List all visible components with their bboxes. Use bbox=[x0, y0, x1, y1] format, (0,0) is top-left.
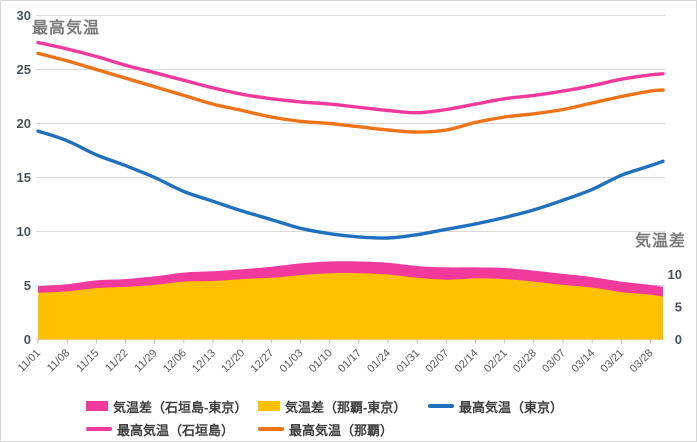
right-axis-title: 気温差 bbox=[634, 233, 686, 250]
legend-label: 気温差（石垣島-東京） bbox=[113, 399, 248, 415]
line-最高気温（那覇） bbox=[36, 51, 665, 134]
x-tick-label: 11/01 bbox=[16, 347, 43, 374]
line-最高気温（東京） bbox=[36, 129, 665, 240]
line-series bbox=[36, 40, 665, 240]
left-tick-label: 5 bbox=[24, 278, 31, 293]
left-tick-label: 20 bbox=[17, 116, 31, 131]
left-tick-label: 25 bbox=[17, 62, 31, 77]
legend-label: 最高気温（石垣島） bbox=[117, 422, 235, 438]
left-axis-title: 最高気温 bbox=[32, 20, 101, 37]
x-axis-ticks bbox=[37, 339, 652, 344]
x-tick-label: 12/20 bbox=[219, 347, 247, 375]
x-tick-label: 01/24 bbox=[365, 347, 393, 375]
legend-item: 最高気温（那覇） bbox=[258, 420, 393, 438]
legend-swatch-line bbox=[258, 427, 284, 431]
x-tick-label: 01/31 bbox=[394, 347, 422, 375]
x-tick-label: 03/14 bbox=[569, 347, 597, 375]
line-最高気温（石垣島） bbox=[36, 40, 665, 115]
area-series bbox=[38, 261, 663, 340]
x-tick-label: 12/27 bbox=[249, 347, 277, 375]
right-tick-label: 10 bbox=[668, 267, 682, 282]
x-tick-label: 01/03 bbox=[278, 347, 306, 375]
left-axis-tick-labels: 0 5 10 15 20 25 30 bbox=[17, 8, 31, 347]
right-axis-tick-labels: 0 5 10 bbox=[668, 267, 682, 347]
x-tick-label: 02/14 bbox=[453, 347, 481, 375]
x-tick-label: 02/07 bbox=[424, 347, 452, 375]
left-tick-label: 15 bbox=[17, 170, 31, 185]
x-tick-label: 12/06 bbox=[161, 347, 189, 375]
x-tick-label: 01/10 bbox=[307, 347, 335, 375]
legend-item: 最高気温（石垣島） bbox=[86, 420, 234, 438]
legend-swatch-area bbox=[258, 401, 280, 411]
left-tick-label: 30 bbox=[17, 8, 31, 23]
x-tick-label: 12/13 bbox=[190, 347, 218, 375]
legend-label: 最高気温（東京） bbox=[459, 399, 564, 415]
x-tick-label: 11/22 bbox=[103, 347, 130, 374]
right-tick-label: 0 bbox=[675, 332, 682, 347]
x-tick-label: 03/28 bbox=[628, 347, 656, 375]
legend-item: 気温差（石垣島-東京） bbox=[86, 397, 247, 415]
x-tick-label: 02/21 bbox=[482, 347, 510, 375]
x-tick-label: 03/07 bbox=[540, 347, 568, 375]
x-tick-label: 11/29 bbox=[132, 347, 159, 374]
left-tick-label: 0 bbox=[24, 332, 31, 347]
x-axis-tick-labels: 11/01 11/08 11/15 11/22 11/29 12/06 12/13 12/20… bbox=[16, 347, 656, 375]
left-tick-label: 10 bbox=[17, 224, 31, 239]
legend-item: 最高気温（東京） bbox=[428, 397, 563, 415]
legend-swatch-line bbox=[428, 404, 454, 408]
x-tick-label: 11/08 bbox=[45, 347, 72, 374]
legend-item: 気温差（那覇-東京） bbox=[258, 397, 406, 415]
legend-label: 最高気温（那覇） bbox=[289, 422, 394, 438]
right-tick-label: 5 bbox=[675, 300, 682, 315]
chart-legend: 気温差（石垣島-東京） 気温差（那覇-東京） 最高気温（東京） 最高気温（石垣島） 最高… bbox=[1, 391, 696, 441]
legend-swatch-area bbox=[86, 401, 108, 411]
x-tick-label: 03/21 bbox=[599, 347, 627, 375]
legend-label: 気温差（那覇-東京） bbox=[285, 399, 407, 415]
x-tick-label: 01/17 bbox=[336, 347, 364, 375]
area-気温差（那覇-東京） bbox=[38, 273, 663, 340]
x-tick-label: 02/28 bbox=[511, 347, 539, 375]
legend-swatch-line bbox=[86, 427, 112, 431]
x-tick-label: 11/15 bbox=[74, 347, 101, 374]
